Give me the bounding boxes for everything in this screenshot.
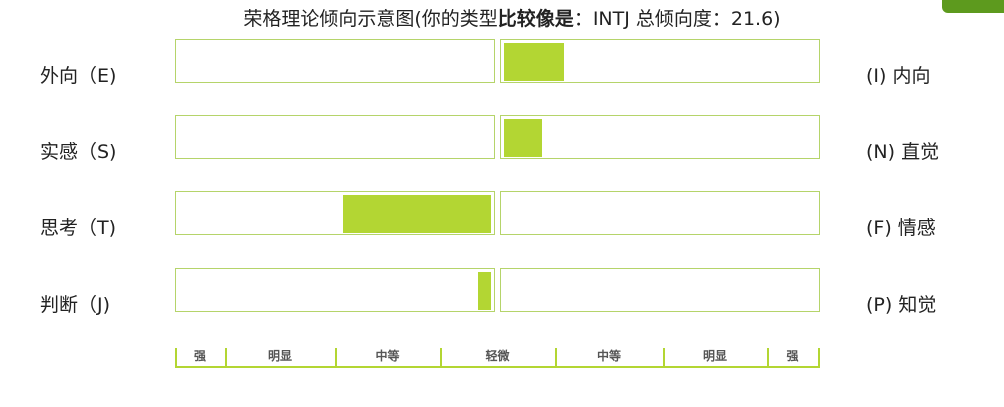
strength-scale: 强 明显 中等 轻微 中等 明显 强 [175,344,820,368]
scale-tick-1 [225,348,227,368]
left-box-2 [175,191,495,235]
chart-title: 荣格理论倾向示意图(你的类型比较像是：INTJ 总倾向度：21.6) [0,4,1004,31]
scale-tick-3 [440,348,442,368]
scale-tick-2 [335,348,337,368]
bar-2 [343,195,491,233]
right-box-0 [500,39,820,83]
scale-label-3: 轻微 [485,349,510,363]
bar-0 [504,43,564,81]
scale-tick-4 [555,348,557,368]
scale-label-4: 中等 [596,349,621,363]
right-box-2 [500,191,820,235]
right-box-1 [500,115,820,159]
scale-tick-5 [663,348,665,368]
scale-label-2: 中等 [375,349,400,363]
left-label-2: 思考（T) [40,217,117,239]
scale-tick-0 [175,348,177,368]
bar-1 [504,119,542,157]
right-box-3 [500,268,820,312]
right-label-2: (F) 情感 [866,217,936,239]
scale-label-6: 强 [786,349,799,363]
title-bold: 比较像是 [497,8,574,30]
scale-tick-6 [767,348,769,368]
right-label-0: (I) 内向 [866,65,931,87]
scale-label-0: 强 [193,349,206,363]
right-label-1: (N) 直觉 [866,141,940,163]
scale-label-1: 明显 [267,349,292,363]
left-box-0 [175,39,495,83]
scale-label-5: 明显 [702,349,727,363]
scale-tick-7 [818,348,820,368]
right-label-3: (P) 知觉 [866,294,937,316]
title-suffix: ：INTJ 总倾向度：21.6) [573,8,781,30]
scale-baseline [175,366,820,368]
title-prefix: 荣格理论倾向示意图(你的类型 [243,8,498,30]
left-box-1 [175,115,495,159]
corner-tab[interactable] [942,0,1004,13]
left-label-3: 判断（J) [40,294,111,316]
left-label-1: 实感（S) [40,141,117,163]
left-box-3 [175,268,495,312]
left-label-0: 外向（E) [40,65,117,87]
bar-3 [478,272,491,310]
